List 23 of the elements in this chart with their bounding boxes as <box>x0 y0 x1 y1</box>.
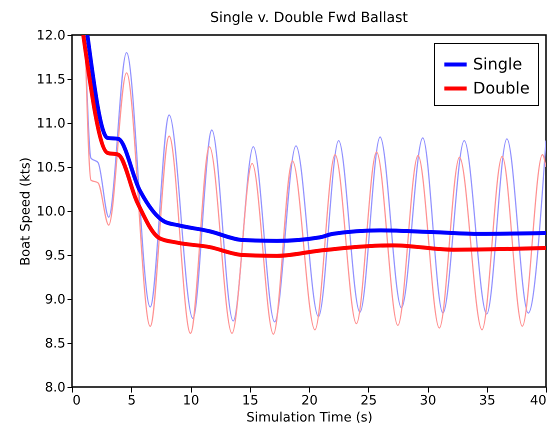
x-tick-label: 20 <box>301 394 318 408</box>
y-tick-label: 11.0 <box>36 116 66 132</box>
y-tick-label: 9.0 <box>44 292 66 308</box>
y-tick-label: 10.0 <box>36 204 66 220</box>
x-tick-label: 30 <box>420 394 436 408</box>
y-axis-title: Boat Speed (kts) <box>18 157 34 266</box>
y-tick-label: 9.5 <box>44 248 66 264</box>
x-tick-label: 5 <box>128 394 136 408</box>
y-tick-label: 11.5 <box>36 72 66 88</box>
x-tick-label: 0 <box>72 394 81 408</box>
chart-title: Single v. Double Fwd Ballast <box>210 10 408 26</box>
legend-label: Double <box>473 78 530 98</box>
y-tick-label: 8.5 <box>44 336 66 352</box>
y-tick-label: 10.5 <box>36 160 66 176</box>
x-axis-title: Simulation Time (s) <box>246 410 373 423</box>
x-tick-label: 25 <box>360 394 378 408</box>
x-tick-label: 10 <box>182 394 200 408</box>
y-tick-label: 12.0 <box>36 28 66 44</box>
y-tick-label: 8.0 <box>44 380 66 396</box>
legend-label: Single <box>473 54 522 74</box>
x-tick-label: 35 <box>478 394 496 408</box>
x-tick-label: 15 <box>242 394 259 408</box>
x-tick-label: 40 <box>530 394 546 408</box>
